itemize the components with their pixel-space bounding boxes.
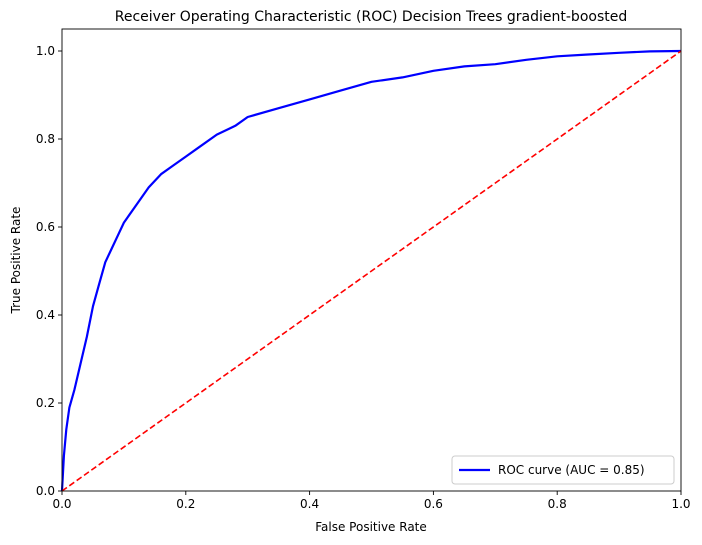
x-tick-label: 0.2 bbox=[176, 497, 195, 511]
y-axis-ticks: 0.0 0.2 0.4 0.6 0.8 1.0 bbox=[36, 44, 62, 498]
roc-curve-line bbox=[60, 49, 682, 492]
x-tick-label: 0.8 bbox=[548, 497, 567, 511]
plot-area bbox=[60, 28, 682, 492]
legend-box bbox=[451, 455, 675, 485]
legend: ROC curve (AUC = 0.85) bbox=[451, 455, 675, 485]
x-axis-label: False Positive Rate bbox=[315, 520, 427, 534]
x-axis-ticks: 0.0 0.2 0.4 0.6 0.8 1.0 bbox=[52, 491, 691, 511]
chart-title: Receiver Operating Characteristic (ROC) … bbox=[115, 9, 627, 25]
y-tick-label: 0.2 bbox=[36, 396, 55, 410]
y-tick-label: 0.8 bbox=[36, 132, 55, 146]
series-layer bbox=[60, 49, 682, 492]
x-tick-label: 1.0 bbox=[671, 497, 690, 511]
diagonal-reference-line bbox=[61, 50, 682, 492]
x-tick-label: 0.4 bbox=[300, 497, 319, 511]
y-tick-label: 0.4 bbox=[36, 308, 55, 322]
y-tick-label: 0.0 bbox=[36, 484, 55, 498]
plot-frame bbox=[62, 29, 681, 491]
y-tick-label: 0.6 bbox=[36, 220, 55, 234]
y-axis-label: True Positive Rate bbox=[9, 207, 23, 315]
x-tick-label: 0.0 bbox=[52, 497, 71, 511]
y-tick-label: 1.0 bbox=[36, 44, 55, 58]
x-tick-label: 0.6 bbox=[424, 497, 443, 511]
plot-border bbox=[61, 28, 682, 492]
legend-label-roc: ROC curve (AUC = 0.85) bbox=[498, 463, 645, 477]
